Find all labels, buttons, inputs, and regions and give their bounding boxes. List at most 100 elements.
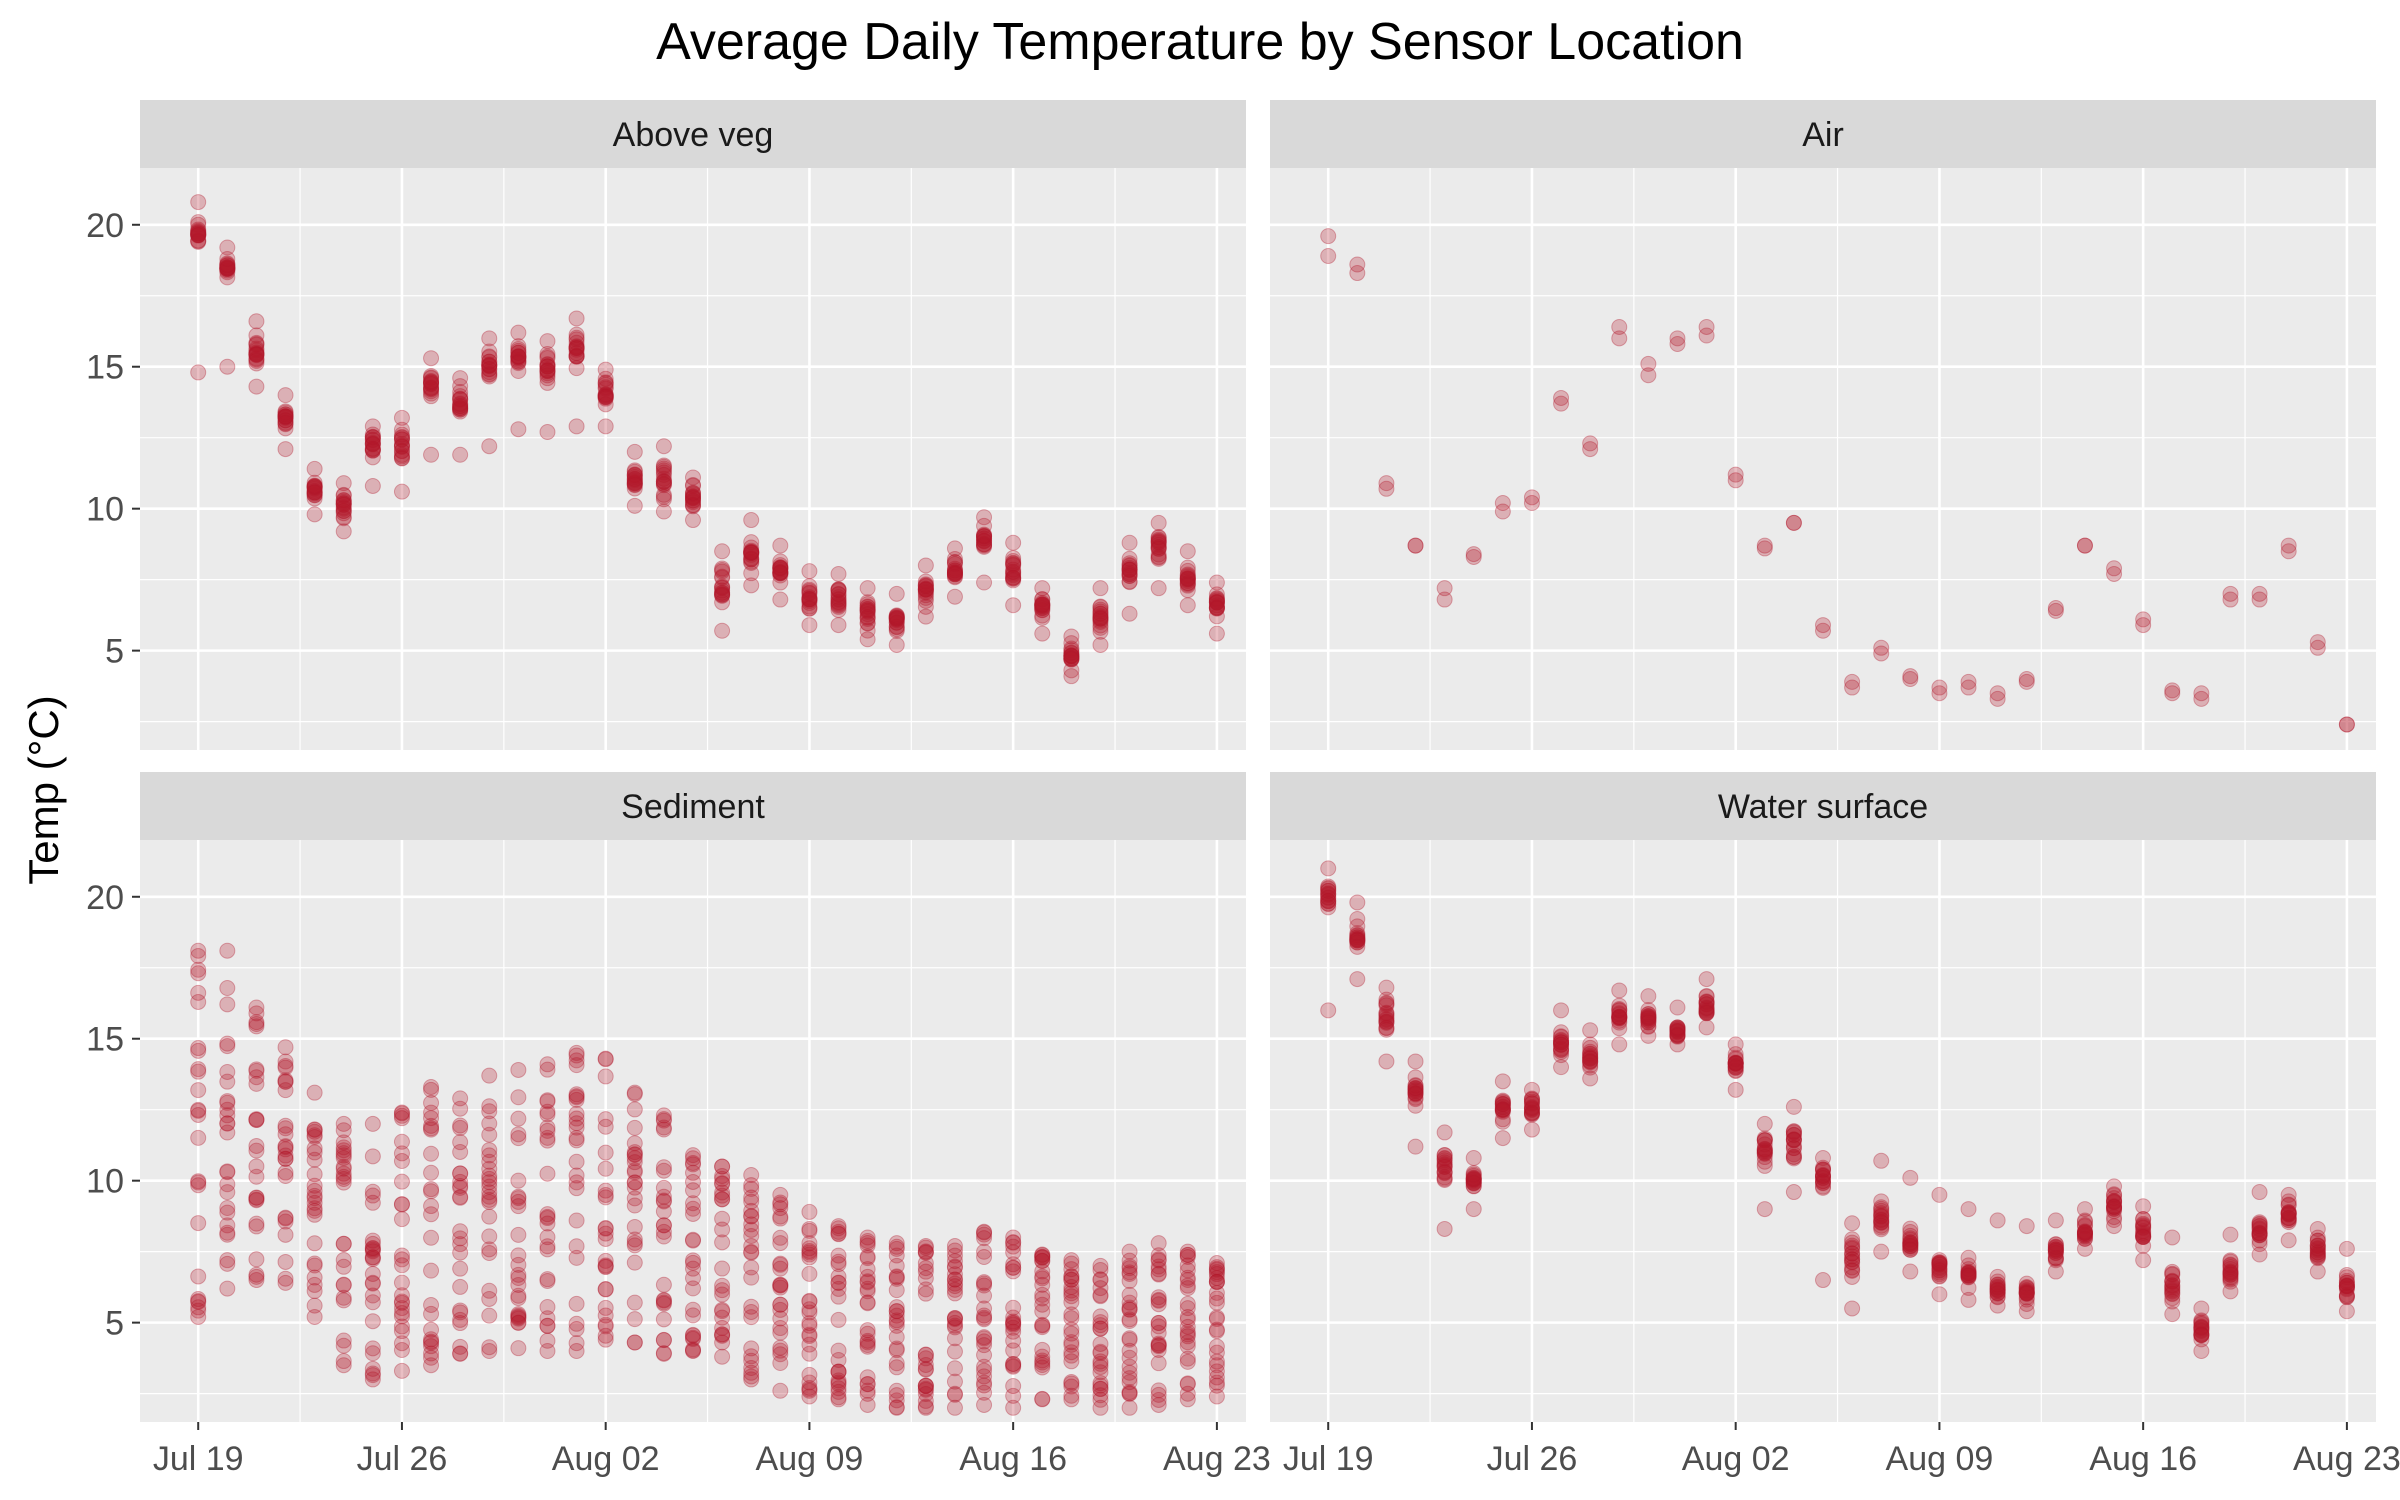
data-point xyxy=(510,355,527,372)
data-point xyxy=(452,1345,469,1362)
data-point xyxy=(2222,1252,2239,1269)
data-point xyxy=(1320,892,1337,909)
data-point xyxy=(481,1208,498,1225)
data-point xyxy=(510,338,527,355)
data-point xyxy=(277,408,294,425)
data-point xyxy=(743,1259,760,1276)
data-point xyxy=(1179,1262,1196,1279)
data-point xyxy=(2164,685,2181,702)
data-point xyxy=(1092,612,1109,629)
data-point xyxy=(2047,1212,2064,1229)
data-point xyxy=(888,614,905,631)
data-point xyxy=(2309,1263,2326,1280)
data-point xyxy=(364,1232,381,1249)
data-point xyxy=(335,1277,352,1294)
data-point xyxy=(423,380,440,397)
data-point xyxy=(1121,1385,1138,1402)
data-point xyxy=(1407,1083,1424,1100)
data-point xyxy=(2222,1226,2239,1243)
data-point xyxy=(859,1334,876,1351)
data-point xyxy=(1150,1261,1167,1278)
data-point xyxy=(1208,599,1225,616)
data-point xyxy=(277,415,294,432)
data-point xyxy=(1121,557,1138,574)
data-point xyxy=(1407,1077,1424,1094)
data-point xyxy=(655,1345,672,1362)
data-point xyxy=(2222,1266,2239,1283)
data-point xyxy=(830,1372,847,1389)
data-point xyxy=(364,429,381,446)
data-point xyxy=(1063,1268,1080,1285)
data-point xyxy=(481,1170,498,1187)
data-point xyxy=(1407,1097,1424,1114)
data-point xyxy=(1494,503,1511,520)
data-point xyxy=(1092,601,1109,618)
data-point xyxy=(2018,671,2035,688)
data-point xyxy=(888,1257,905,1274)
data-point xyxy=(597,396,614,413)
data-point xyxy=(1208,1388,1225,1405)
data-point xyxy=(2164,1279,2181,1296)
data-point xyxy=(481,357,498,374)
data-point xyxy=(2338,1274,2355,1291)
data-point xyxy=(2280,1193,2297,1210)
data-point xyxy=(830,1383,847,1400)
data-point xyxy=(1902,1238,1919,1255)
data-point xyxy=(1005,565,1022,582)
data-point xyxy=(1005,554,1022,571)
data-point xyxy=(364,449,381,466)
data-point xyxy=(597,1050,614,1067)
data-point xyxy=(2280,1205,2297,1222)
data-point xyxy=(976,1311,993,1328)
data-point xyxy=(2251,1232,2268,1249)
data-point xyxy=(219,1038,236,1055)
data-point xyxy=(510,353,527,370)
data-point xyxy=(888,1240,905,1257)
data-point xyxy=(917,1346,934,1363)
data-point xyxy=(2309,1237,2326,1254)
data-point xyxy=(1582,1049,1599,1066)
data-point xyxy=(335,1170,352,1187)
data-point xyxy=(452,399,469,416)
data-point xyxy=(510,1089,527,1106)
data-point xyxy=(190,223,207,240)
data-point xyxy=(2018,1285,2035,1302)
data-point xyxy=(219,1035,236,1052)
data-point xyxy=(2193,685,2210,702)
data-point xyxy=(1208,1357,1225,1374)
data-point xyxy=(277,412,294,429)
data-point xyxy=(830,1247,847,1264)
data-point xyxy=(219,264,236,281)
data-point xyxy=(1121,1301,1138,1318)
data-point xyxy=(423,1333,440,1350)
data-point xyxy=(801,1240,818,1257)
data-point xyxy=(481,348,498,365)
data-point xyxy=(917,589,934,606)
data-point xyxy=(1034,1249,1051,1266)
data-point xyxy=(1150,534,1167,551)
data-point xyxy=(714,1286,731,1303)
data-point xyxy=(1150,528,1167,545)
data-point xyxy=(917,1285,934,1302)
data-point xyxy=(2135,1211,2152,1228)
data-point xyxy=(1902,1237,1919,1254)
data-point xyxy=(801,1382,818,1399)
data-point xyxy=(859,610,876,627)
data-point xyxy=(1063,644,1080,661)
data-points xyxy=(190,194,1225,685)
data-point xyxy=(2280,543,2297,560)
data-point xyxy=(277,1150,294,1167)
data-point xyxy=(539,1215,556,1232)
data-point xyxy=(946,1258,963,1275)
data-point xyxy=(423,367,440,384)
data-point xyxy=(1873,1221,1890,1238)
data-point xyxy=(830,1220,847,1237)
data-point xyxy=(1179,1391,1196,1408)
data-point xyxy=(1640,1018,1657,1035)
data-point xyxy=(1989,1278,2006,1295)
data-point xyxy=(655,1159,672,1176)
data-point xyxy=(1092,623,1109,640)
data-point xyxy=(190,1294,207,1311)
data-point xyxy=(277,1139,294,1156)
data-point xyxy=(1669,1026,1686,1043)
